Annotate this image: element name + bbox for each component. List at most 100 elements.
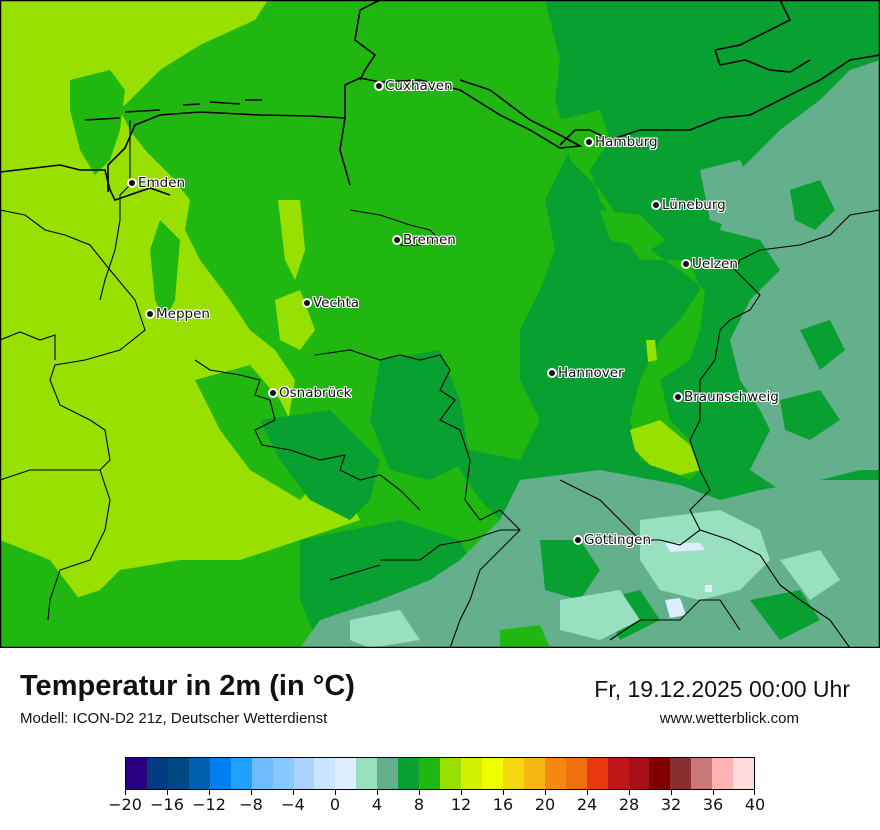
colorbar-tick-mark <box>754 790 755 795</box>
city-marker-meppen: Meppen <box>147 306 210 322</box>
city-dot-icon <box>304 300 310 306</box>
colorbar-bin <box>251 758 273 789</box>
city-dot-icon <box>575 537 581 543</box>
city-label: Vechta <box>313 295 360 311</box>
colorbar-bin <box>167 758 189 789</box>
city-dot-icon <box>549 370 555 376</box>
colorbar-tick-label: −12 <box>192 795 226 814</box>
city-marker-goettingen: Göttingen <box>575 532 651 548</box>
city-marker-uelzen: Uelzen <box>683 256 738 272</box>
colorbar-tick-mark <box>587 790 588 795</box>
colorbar-bin <box>733 758 755 789</box>
colorbar-tick-mark <box>503 790 504 795</box>
colorbar-bin <box>440 758 461 789</box>
map-canvas <box>0 0 880 648</box>
city-label: Osnabrück <box>279 385 352 401</box>
city-label: Göttingen <box>584 532 652 548</box>
colorbar-bin <box>670 758 692 789</box>
colorbar-tick-mark <box>335 790 336 795</box>
colorbar-tick-label: 12 <box>450 795 472 814</box>
colorbar-bin <box>481 758 503 789</box>
colorbar-tick-mark <box>251 790 252 795</box>
colorbar-tick-mark <box>545 790 546 795</box>
colorbar-ticks: −20 −16 −12 −8 −4 0 4 8 12 16 20 24 28 32 36 40 <box>108 790 765 830</box>
colorbar-tick-mark <box>377 790 378 795</box>
city-marker-lueneburg: Lüneburg <box>653 197 726 213</box>
city-marker-emden: Emden <box>129 175 185 191</box>
colorbar-tick-label: −20 <box>108 795 142 814</box>
colorbar-tick-label: 16 <box>492 795 514 814</box>
city-dot-icon <box>270 390 276 396</box>
colorbar-tick-label: 28 <box>618 795 640 814</box>
colorbar-bin <box>293 758 315 789</box>
colorbar-bin <box>398 758 420 789</box>
colorbar-bin <box>188 758 210 789</box>
colorbar-tick-mark <box>671 790 672 795</box>
city-label: Uelzen <box>692 256 738 272</box>
colorbar-tick-label: −8 <box>239 795 263 814</box>
temperature-colorbar <box>125 757 755 790</box>
colorbar-tick-mark <box>125 790 126 795</box>
colorbar-tick-label: 4 <box>371 795 383 814</box>
city-marker-osnabrueck: Osnabrück <box>270 385 351 401</box>
colorbar-bin <box>586 758 608 789</box>
colorbar-tick-label: 0 <box>329 795 341 814</box>
city-marker-vechta: Vechta <box>304 295 359 311</box>
colorbar-tick-label: 40 <box>744 795 766 814</box>
colorbar-tick-mark <box>629 790 630 795</box>
colorbar-tick-label: 20 <box>534 795 556 814</box>
colorbar-tick-label: 32 <box>660 795 682 814</box>
colorbar-tick-mark <box>419 790 420 795</box>
colorbar-bin <box>314 758 336 789</box>
colorbar-bin <box>544 758 566 789</box>
colorbar-bin <box>419 758 441 789</box>
website-credit: www.wetterblick.com <box>659 710 799 727</box>
city-marker-hamburg: Hamburg <box>586 134 658 150</box>
colorbar-bin <box>335 758 357 789</box>
colorbar-tick-mark <box>461 790 462 795</box>
city-dot-icon <box>586 139 592 145</box>
colorbar-bin <box>523 758 545 789</box>
colorbar-bin <box>146 758 168 789</box>
colorbar-bin <box>272 758 294 789</box>
valid-datetime: Fr, 19.12.2025 00:00 Uhr <box>594 676 850 702</box>
city-dot-icon <box>683 261 689 267</box>
city-label: Cuxhaven <box>385 78 453 94</box>
colorbar-tick-label: −16 <box>150 795 184 814</box>
city-label: Bremen <box>403 232 456 248</box>
colorbar-bin <box>209 758 231 789</box>
colorbar-tick-mark <box>209 790 210 795</box>
colorbar-tick-label: 24 <box>576 795 598 814</box>
colorbar-bin <box>461 758 482 789</box>
city-label: Meppen <box>156 306 210 322</box>
colorbar-bin <box>502 758 524 789</box>
colorbar-bin <box>712 758 734 789</box>
city-marker-braunschweig: Braunschweig <box>675 389 779 405</box>
colorbar-bin <box>565 758 587 789</box>
city-label: Braunschweig <box>684 389 779 405</box>
city-marker-hannover: Hannover <box>549 365 624 381</box>
colorbar-bin <box>230 758 252 789</box>
colorbar-tick-label: 36 <box>702 795 724 814</box>
colorbar-bin <box>126 758 147 789</box>
city-marker-cuxhaven: Cuxhaven <box>376 78 453 94</box>
city-label: Hamburg <box>595 134 658 150</box>
city-label: Hannover <box>558 365 624 381</box>
colorbar-tick-mark <box>293 790 294 795</box>
city-dot-icon <box>376 83 382 89</box>
city-dot-icon <box>653 202 659 208</box>
city-dot-icon <box>675 394 681 400</box>
city-label: Emden <box>138 175 186 191</box>
colorbar-tick-label: −4 <box>281 795 305 814</box>
colorbar-bin <box>607 758 629 789</box>
colorbar-bin <box>356 758 378 789</box>
temperature-map: Cuxhaven Hamburg Emden Lüneburg Bremen U… <box>0 0 880 648</box>
colorbar-bin <box>649 758 671 789</box>
city-marker-bremen: Bremen <box>394 232 456 248</box>
colorbar-tick-mark <box>167 790 168 795</box>
model-subtitle: Modell: ICON-D2 21z, Deutscher Wetterdie… <box>20 710 328 727</box>
city-dot-icon <box>394 237 400 243</box>
colorbar-bin <box>691 758 713 789</box>
city-dot-icon <box>129 180 135 186</box>
colorbar-tick-label: 8 <box>413 795 425 814</box>
